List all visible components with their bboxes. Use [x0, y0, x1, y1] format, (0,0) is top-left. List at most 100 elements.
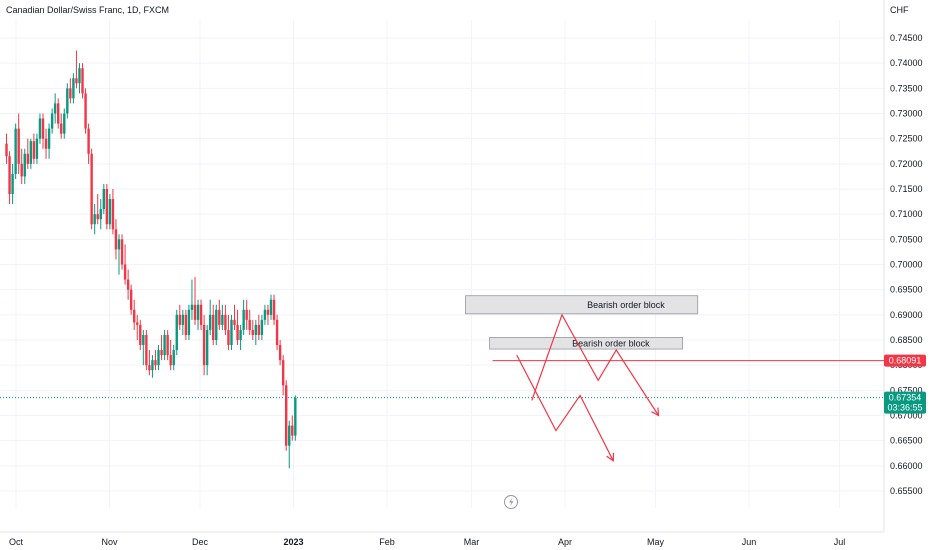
- candle-body: [242, 309, 245, 330]
- x-tick-label: Dec: [192, 537, 209, 547]
- x-tick-label: Jun: [742, 537, 757, 547]
- chart-title: Canadian Dollar/Swiss Franc, 1D, FXCM: [6, 5, 170, 15]
- candle-body: [66, 88, 69, 114]
- order-block-label: Bearish order block: [587, 300, 665, 310]
- candle-body: [169, 355, 172, 366]
- level-price-badge: [884, 354, 926, 367]
- candle-body: [35, 138, 39, 159]
- candle-body: [263, 309, 267, 320]
- candle-body: [178, 314, 181, 325]
- candle-body: [47, 128, 51, 149]
- projection-path-lower[interactable]: [516, 354, 614, 462]
- candle-body: [50, 113, 54, 129]
- candle-body: [227, 329, 230, 346]
- candle-body: [294, 397, 297, 436]
- candle-body: [160, 350, 163, 356]
- lightning-icon-glyph: [509, 497, 514, 507]
- candle-body: [257, 324, 261, 335]
- y-tick-label: 0.73000: [890, 109, 923, 119]
- candle-body: [57, 103, 60, 124]
- candle-body: [175, 314, 178, 351]
- y-tick-label: 0.68500: [890, 335, 923, 345]
- candle-body: [133, 309, 136, 323]
- x-tick-label: May: [647, 537, 665, 547]
- y-tick-label: 0.71000: [890, 209, 923, 219]
- y-tick-label: 0.66000: [890, 461, 923, 471]
- candle-body: [38, 118, 42, 139]
- y-tick-label: 0.72500: [890, 134, 923, 144]
- candle-body: [209, 314, 212, 330]
- candle-body: [202, 324, 206, 366]
- projection-path-upper[interactable]: [531, 313, 660, 416]
- candle-body: [5, 143, 8, 157]
- lightning-icon[interactable]: [504, 495, 518, 509]
- order-block-box[interactable]: [489, 337, 684, 350]
- candle-body: [84, 93, 87, 129]
- candle-body: [199, 304, 203, 325]
- projection-path-upper-arrowhead: [651, 407, 660, 417]
- candle-body: [41, 118, 45, 139]
- candle-body: [129, 289, 133, 310]
- candle-body: [117, 239, 121, 250]
- x-tick-label: Apr: [558, 537, 572, 547]
- candle-body: [87, 128, 90, 154]
- candle-body: [187, 309, 191, 335]
- y-tick-label: 0.70000: [890, 260, 923, 270]
- x-tick-label: Jul: [834, 537, 846, 547]
- candle-body: [278, 345, 282, 361]
- candle-body: [148, 365, 151, 371]
- y-tick-label: 0.71500: [890, 184, 923, 194]
- x-tick-label: Oct: [9, 537, 24, 547]
- candle-body: [193, 304, 197, 320]
- candle-body: [275, 319, 279, 346]
- candle-body: [205, 329, 209, 366]
- candle-body: [190, 304, 194, 310]
- candle-body: [154, 360, 157, 366]
- y-tick-label: 0.66500: [890, 436, 923, 446]
- candle-body: [17, 128, 20, 164]
- candle-body: [163, 334, 166, 356]
- y-tick-label: 0.67500: [890, 385, 923, 395]
- x-tick-label: 2023: [284, 537, 304, 547]
- candle-body: [145, 334, 148, 366]
- countdown-timer: 03:36:55: [887, 403, 922, 413]
- x-tick-label: Nov: [102, 537, 119, 547]
- currency-label: CHF: [890, 5, 909, 15]
- candle-body: [224, 314, 227, 330]
- candle-body: [29, 141, 33, 164]
- candle-body: [288, 425, 291, 446]
- last-price-badge: [884, 391, 926, 414]
- candle-body: [99, 209, 102, 220]
- candle-body: [81, 68, 84, 94]
- candle-body: [215, 309, 218, 340]
- y-tick-label: 0.74500: [890, 33, 923, 43]
- projection-path-lower-arrowhead: [606, 452, 615, 462]
- candle-body: [23, 153, 26, 177]
- candle-body: [78, 68, 81, 84]
- candle-body: [123, 264, 127, 280]
- candle-body: [20, 163, 23, 177]
- candle-body: [126, 279, 130, 290]
- candle-body: [102, 189, 105, 210]
- last-price-text: 0.67354: [889, 393, 922, 403]
- candle-body: [75, 78, 78, 84]
- candle-body: [248, 319, 251, 330]
- y-tick-label: 0.73500: [890, 83, 923, 93]
- y-tick-label: 0.72000: [890, 159, 923, 169]
- candle-body: [69, 88, 72, 99]
- candle-body: [90, 153, 93, 225]
- candle-body: [14, 128, 17, 174]
- candle-body: [26, 153, 29, 164]
- candle-body: [218, 309, 221, 325]
- candle-body: [245, 309, 248, 320]
- candle-body: [212, 314, 215, 340]
- candle-body: [281, 360, 285, 386]
- candle-body: [60, 123, 63, 134]
- candle-body: [184, 314, 188, 335]
- candle-body: [230, 319, 233, 346]
- candle-body: [32, 141, 36, 159]
- level-price-text: 0.68091: [889, 356, 922, 366]
- order-block-box[interactable]: [465, 295, 699, 315]
- candle-body: [266, 309, 270, 315]
